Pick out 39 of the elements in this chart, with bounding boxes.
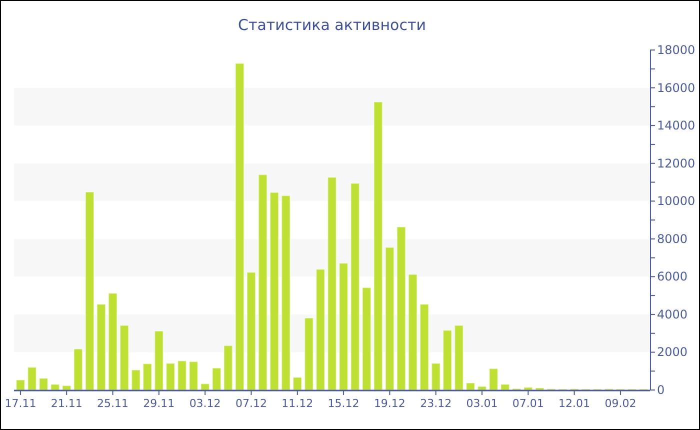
y-tick-label: 4000 bbox=[657, 307, 688, 322]
bar bbox=[431, 362, 440, 390]
bar bbox=[142, 363, 152, 390]
x-tick-label: 25.11 bbox=[97, 397, 129, 410]
x-tick-label: 23.12 bbox=[420, 397, 452, 410]
y-tick-label: 12000 bbox=[657, 156, 696, 170]
bar bbox=[177, 360, 187, 390]
x-tick-label: 07.01 bbox=[512, 397, 544, 410]
x-tick-label: 03.12 bbox=[189, 397, 221, 410]
y-tick-label: 10000 bbox=[657, 194, 696, 208]
x-tick-label: 09.02 bbox=[604, 397, 636, 410]
y-tick-label: 16000 bbox=[657, 80, 696, 95]
bar bbox=[27, 366, 37, 390]
x-tick-label: 21.11 bbox=[50, 397, 82, 410]
x-tick-label: 19.12 bbox=[374, 397, 406, 410]
bar bbox=[166, 362, 176, 390]
bar bbox=[62, 385, 72, 390]
x-tick-label: 11.12 bbox=[282, 397, 314, 410]
x-tick-label: 07.12 bbox=[235, 397, 267, 410]
x-tick-label: 12.01 bbox=[558, 397, 590, 410]
y-tick-label: 18000 bbox=[657, 43, 696, 57]
chart-title: Статистика активности bbox=[238, 16, 426, 34]
x-tick-label: 17.11 bbox=[4, 397, 36, 410]
bar bbox=[131, 369, 140, 390]
y-tick-label: 14000 bbox=[657, 118, 696, 133]
bar bbox=[292, 376, 302, 390]
bar bbox=[38, 378, 48, 390]
bar bbox=[16, 379, 26, 390]
bar bbox=[466, 382, 476, 390]
x-tick-label: 29.11 bbox=[143, 397, 175, 410]
bar bbox=[212, 368, 222, 390]
y-tick-label: 2000 bbox=[657, 345, 688, 360]
x-tick-label: 03.01 bbox=[466, 397, 498, 410]
y-tick-label: 0 bbox=[657, 383, 665, 397]
bar bbox=[188, 361, 198, 390]
x-tick-label: 15.12 bbox=[328, 397, 360, 410]
y-tick-label: 8000 bbox=[657, 232, 688, 246]
y-tick-label: 6000 bbox=[657, 270, 688, 284]
bar bbox=[488, 368, 498, 390]
